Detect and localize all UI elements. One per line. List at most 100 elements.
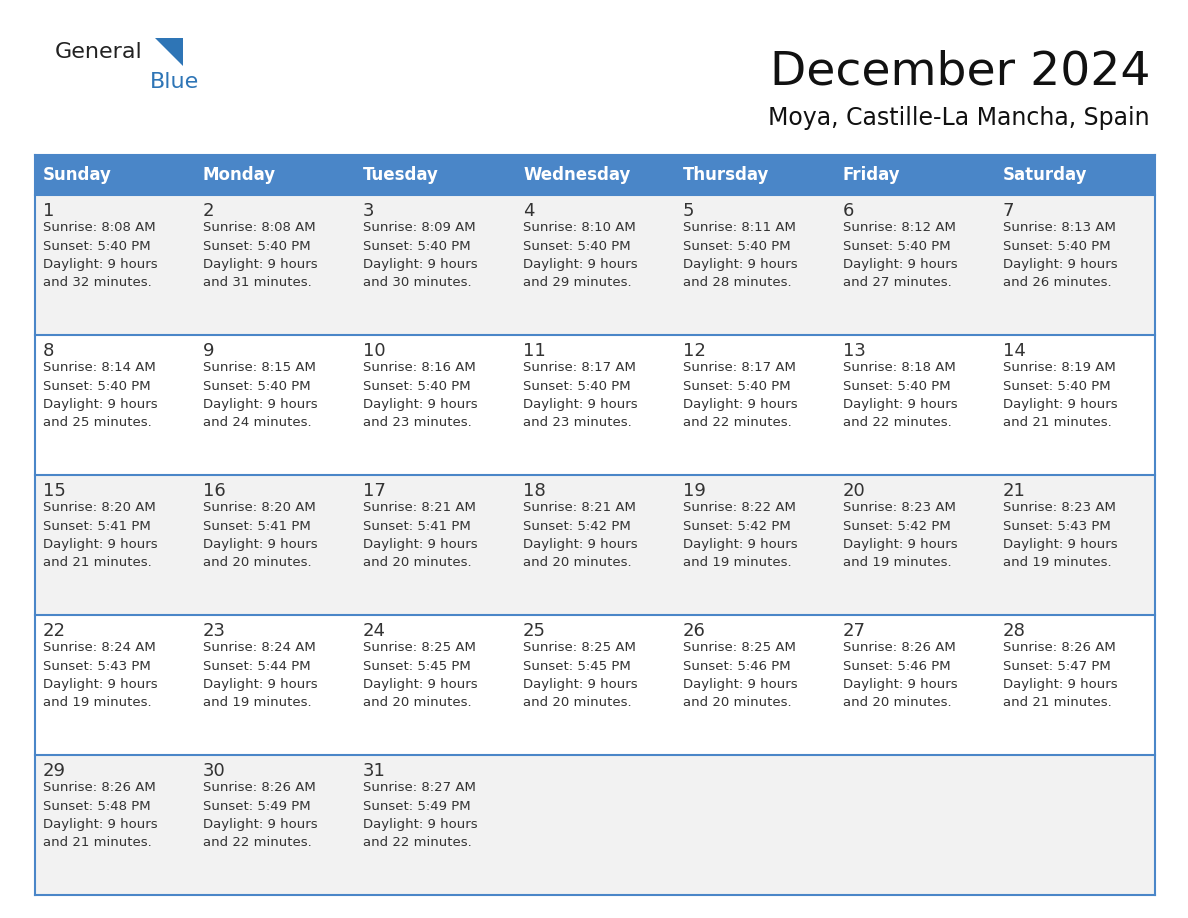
Text: Sunrise: 8:23 AM: Sunrise: 8:23 AM: [1003, 501, 1116, 514]
Text: Sunset: 5:46 PM: Sunset: 5:46 PM: [683, 659, 791, 673]
Text: 2: 2: [203, 202, 215, 220]
Bar: [835, 475, 996, 615]
Text: Sunrise: 8:17 AM: Sunrise: 8:17 AM: [683, 361, 796, 374]
Text: Sunrise: 8:15 AM: Sunrise: 8:15 AM: [203, 361, 316, 374]
Text: Sunset: 5:40 PM: Sunset: 5:40 PM: [1003, 240, 1111, 252]
Bar: [355, 475, 516, 615]
Text: Sunset: 5:40 PM: Sunset: 5:40 PM: [523, 379, 631, 393]
Text: Daylight: 9 hours: Daylight: 9 hours: [523, 258, 638, 271]
Text: Monday: Monday: [203, 166, 276, 184]
Text: 23: 23: [203, 622, 226, 640]
Text: Sunrise: 8:11 AM: Sunrise: 8:11 AM: [683, 221, 796, 234]
Polygon shape: [154, 38, 183, 66]
Bar: [996, 335, 1155, 475]
Text: Daylight: 9 hours: Daylight: 9 hours: [1003, 258, 1118, 271]
Text: Sunset: 5:49 PM: Sunset: 5:49 PM: [203, 800, 310, 812]
Text: Daylight: 9 hours: Daylight: 9 hours: [364, 678, 478, 691]
Bar: [355, 615, 516, 755]
Text: Sunrise: 8:21 AM: Sunrise: 8:21 AM: [523, 501, 636, 514]
Text: Sunset: 5:40 PM: Sunset: 5:40 PM: [683, 379, 791, 393]
Bar: [34, 195, 195, 335]
Text: Sunset: 5:42 PM: Sunset: 5:42 PM: [843, 520, 950, 532]
Text: Sunrise: 8:13 AM: Sunrise: 8:13 AM: [1003, 221, 1116, 234]
Text: Sunrise: 8:19 AM: Sunrise: 8:19 AM: [1003, 361, 1116, 374]
Bar: [675, 755, 835, 895]
Text: Sunrise: 8:17 AM: Sunrise: 8:17 AM: [523, 361, 636, 374]
Bar: [516, 755, 675, 895]
Text: Sunset: 5:49 PM: Sunset: 5:49 PM: [364, 800, 470, 812]
Text: Tuesday: Tuesday: [364, 166, 438, 184]
Text: Daylight: 9 hours: Daylight: 9 hours: [683, 678, 797, 691]
Text: Sunrise: 8:27 AM: Sunrise: 8:27 AM: [364, 781, 476, 794]
Text: Sunrise: 8:20 AM: Sunrise: 8:20 AM: [43, 501, 156, 514]
Bar: [835, 615, 996, 755]
Text: and 21 minutes.: and 21 minutes.: [43, 556, 152, 569]
Text: Sunset: 5:40 PM: Sunset: 5:40 PM: [43, 240, 151, 252]
Text: 14: 14: [1003, 342, 1026, 360]
Text: Daylight: 9 hours: Daylight: 9 hours: [1003, 538, 1118, 551]
Text: 8: 8: [43, 342, 55, 360]
Text: and 24 minutes.: and 24 minutes.: [203, 417, 311, 430]
Text: 11: 11: [523, 342, 545, 360]
Text: and 19 minutes.: and 19 minutes.: [1003, 556, 1112, 569]
Text: 5: 5: [683, 202, 695, 220]
Text: Daylight: 9 hours: Daylight: 9 hours: [843, 678, 958, 691]
Text: Sunrise: 8:25 AM: Sunrise: 8:25 AM: [683, 641, 796, 654]
Text: Daylight: 9 hours: Daylight: 9 hours: [364, 398, 478, 411]
Text: Daylight: 9 hours: Daylight: 9 hours: [1003, 678, 1118, 691]
Text: and 30 minutes.: and 30 minutes.: [364, 276, 472, 289]
Text: Sunrise: 8:10 AM: Sunrise: 8:10 AM: [523, 221, 636, 234]
Text: Daylight: 9 hours: Daylight: 9 hours: [203, 398, 317, 411]
Text: and 20 minutes.: and 20 minutes.: [364, 697, 472, 710]
Text: 19: 19: [683, 482, 706, 500]
Text: and 28 minutes.: and 28 minutes.: [683, 276, 791, 289]
Text: 20: 20: [843, 482, 866, 500]
Text: Sunset: 5:40 PM: Sunset: 5:40 PM: [364, 240, 470, 252]
Text: Thursday: Thursday: [683, 166, 770, 184]
Text: 7: 7: [1003, 202, 1015, 220]
Bar: [34, 335, 195, 475]
Text: Daylight: 9 hours: Daylight: 9 hours: [683, 398, 797, 411]
Text: and 22 minutes.: and 22 minutes.: [843, 417, 952, 430]
Text: Daylight: 9 hours: Daylight: 9 hours: [683, 538, 797, 551]
Text: Daylight: 9 hours: Daylight: 9 hours: [364, 258, 478, 271]
Text: Sunset: 5:41 PM: Sunset: 5:41 PM: [203, 520, 311, 532]
Text: Sunset: 5:40 PM: Sunset: 5:40 PM: [843, 379, 950, 393]
Bar: [195, 475, 355, 615]
Text: and 20 minutes.: and 20 minutes.: [523, 697, 632, 710]
Text: Sunset: 5:47 PM: Sunset: 5:47 PM: [1003, 659, 1111, 673]
Bar: [516, 475, 675, 615]
Bar: [996, 615, 1155, 755]
Text: Daylight: 9 hours: Daylight: 9 hours: [843, 538, 958, 551]
Bar: [516, 335, 675, 475]
Text: Daylight: 9 hours: Daylight: 9 hours: [43, 258, 158, 271]
Text: Sunrise: 8:18 AM: Sunrise: 8:18 AM: [843, 361, 956, 374]
Text: General: General: [55, 42, 143, 62]
Text: Sunset: 5:43 PM: Sunset: 5:43 PM: [1003, 520, 1111, 532]
Bar: [835, 755, 996, 895]
Text: and 20 minutes.: and 20 minutes.: [843, 697, 952, 710]
Text: Sunrise: 8:20 AM: Sunrise: 8:20 AM: [203, 501, 316, 514]
Text: Sunset: 5:42 PM: Sunset: 5:42 PM: [523, 520, 631, 532]
Text: and 32 minutes.: and 32 minutes.: [43, 276, 152, 289]
Bar: [355, 755, 516, 895]
Text: Sunset: 5:45 PM: Sunset: 5:45 PM: [523, 659, 631, 673]
Bar: [675, 335, 835, 475]
Text: Sunrise: 8:26 AM: Sunrise: 8:26 AM: [203, 781, 316, 794]
Text: and 20 minutes.: and 20 minutes.: [203, 556, 311, 569]
Text: Sunday: Sunday: [43, 166, 112, 184]
Text: and 22 minutes.: and 22 minutes.: [364, 836, 472, 849]
Text: and 27 minutes.: and 27 minutes.: [843, 276, 952, 289]
Bar: [996, 475, 1155, 615]
Bar: [996, 155, 1155, 195]
Text: Sunset: 5:40 PM: Sunset: 5:40 PM: [843, 240, 950, 252]
Text: Sunrise: 8:21 AM: Sunrise: 8:21 AM: [364, 501, 476, 514]
Text: 17: 17: [364, 482, 386, 500]
Text: Daylight: 9 hours: Daylight: 9 hours: [364, 818, 478, 831]
Text: Sunrise: 8:25 AM: Sunrise: 8:25 AM: [523, 641, 636, 654]
Text: and 21 minutes.: and 21 minutes.: [1003, 697, 1112, 710]
Text: Sunset: 5:41 PM: Sunset: 5:41 PM: [364, 520, 470, 532]
Text: Sunset: 5:48 PM: Sunset: 5:48 PM: [43, 800, 151, 812]
Text: and 22 minutes.: and 22 minutes.: [203, 836, 311, 849]
Bar: [195, 755, 355, 895]
